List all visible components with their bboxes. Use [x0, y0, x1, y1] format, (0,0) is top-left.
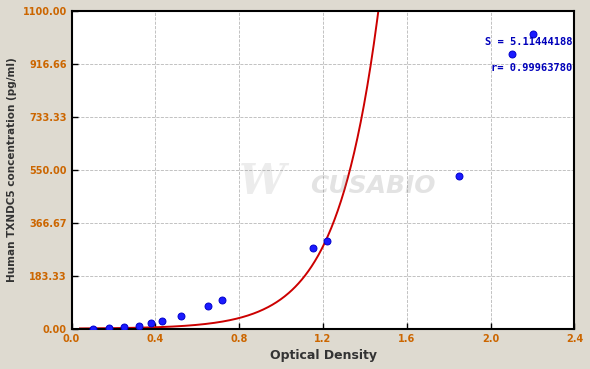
Text: S = 5.11444188: S = 5.11444188: [485, 37, 572, 47]
Point: [507, 51, 516, 57]
Text: CUSABIO: CUSABIO: [310, 174, 436, 198]
Point: [454, 173, 464, 179]
Point: [134, 323, 143, 329]
Point: [308, 245, 317, 251]
Point: [528, 31, 537, 37]
Point: [146, 321, 156, 327]
Point: [157, 318, 166, 324]
Point: [323, 238, 332, 244]
X-axis label: Optical Density: Optical Density: [270, 349, 376, 362]
Text: W: W: [240, 162, 286, 203]
Y-axis label: Human TXNDC5 concentration (pg/ml): Human TXNDC5 concentration (pg/ml): [7, 58, 17, 282]
Point: [218, 297, 227, 303]
Point: [176, 313, 185, 318]
Point: [119, 324, 129, 330]
Text: r= 0.99963780: r= 0.99963780: [491, 63, 572, 73]
Point: [104, 325, 114, 331]
Point: [88, 326, 97, 332]
Point: [203, 303, 212, 308]
